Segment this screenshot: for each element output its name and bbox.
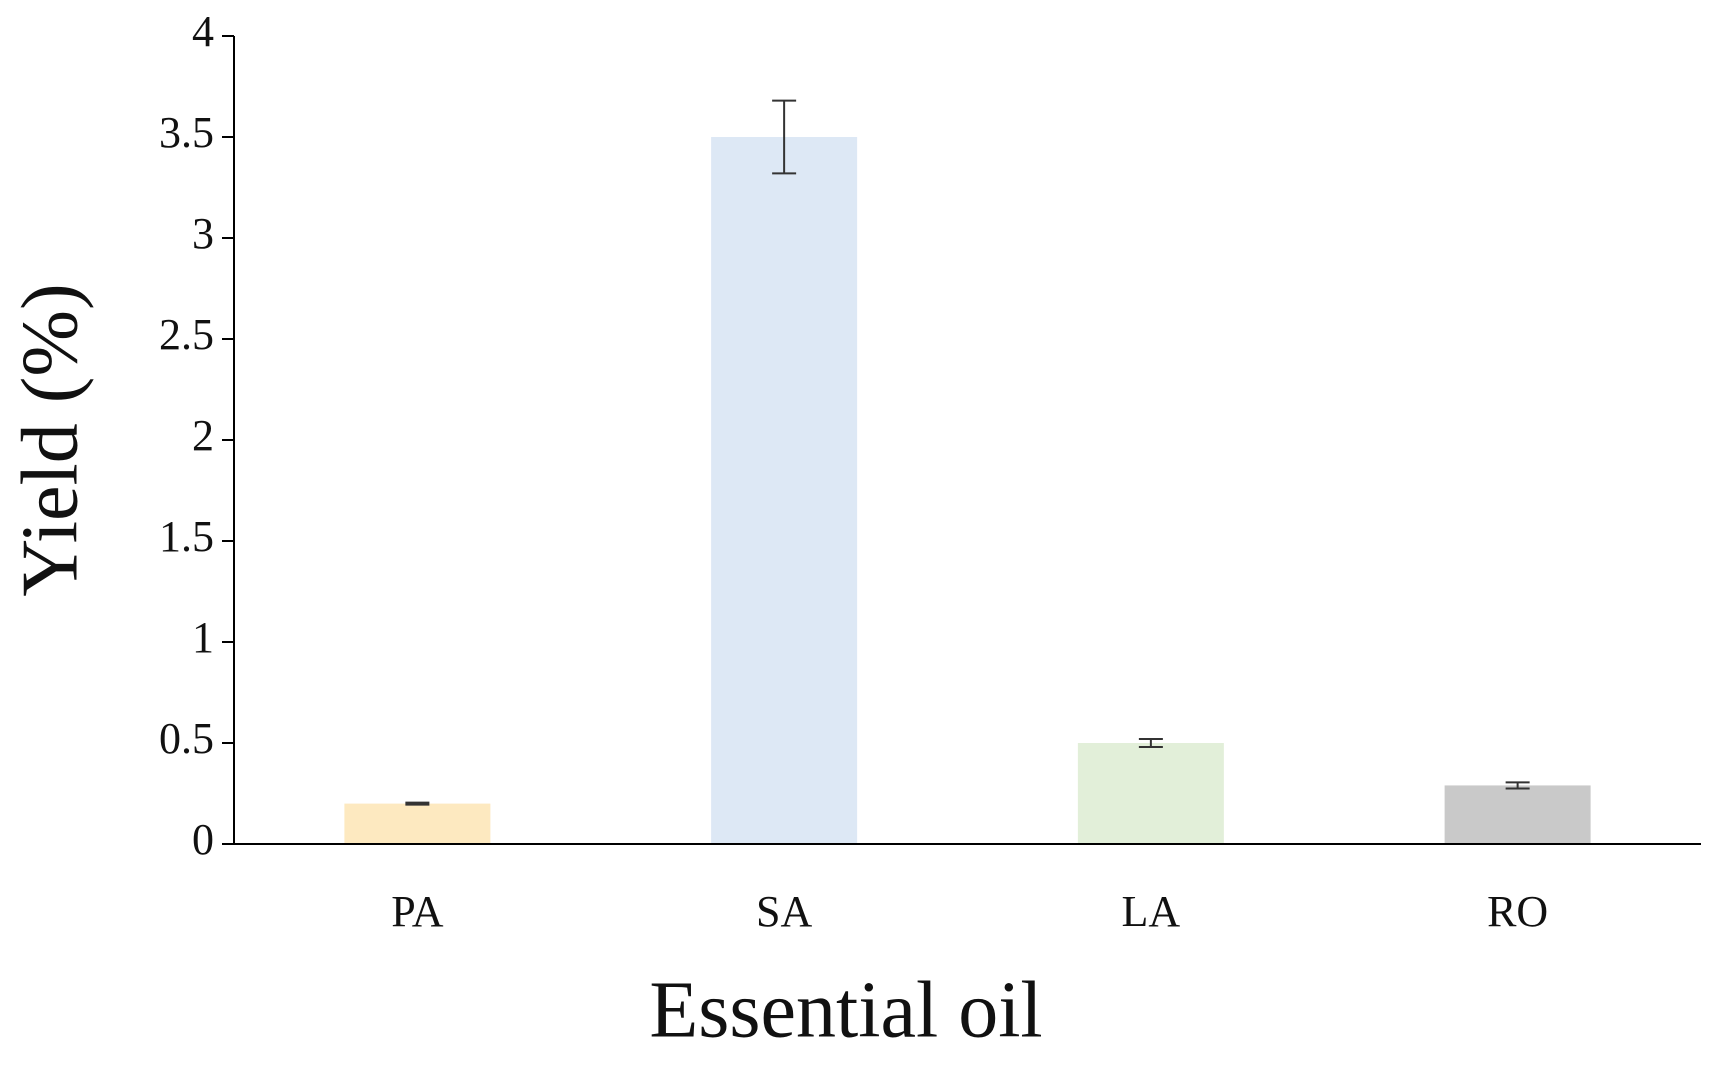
- bar: [1444, 785, 1591, 844]
- y-axis-title: Yield (%): [6, 283, 94, 596]
- y-tick-label: 1.5: [159, 512, 214, 561]
- x-tick-label: SA: [756, 887, 812, 936]
- x-tick-label: LA: [1122, 887, 1181, 936]
- error-bar: [1505, 781, 1530, 790]
- y-tick-label: 3: [192, 209, 214, 258]
- x-tick-label: PA: [391, 887, 443, 936]
- bar: [344, 803, 491, 844]
- x-tick-label: RO: [1487, 887, 1548, 936]
- y-tick-label: 2.5: [159, 310, 214, 359]
- y-tick-label: 1: [192, 613, 214, 662]
- error-bar: [405, 801, 430, 806]
- y-tick-label: 2: [192, 411, 214, 460]
- y-tick-label: 4: [192, 7, 214, 56]
- y-tick-label: 0: [192, 815, 214, 864]
- y-tick-label: 3.5: [159, 108, 214, 157]
- y-tick-label: 0.5: [159, 714, 214, 763]
- x-axis-title: Essential oil: [649, 966, 1042, 1054]
- bar: [1077, 743, 1224, 844]
- bar: [711, 137, 858, 844]
- error-bar: [1138, 737, 1163, 749]
- error-bar: [772, 99, 797, 175]
